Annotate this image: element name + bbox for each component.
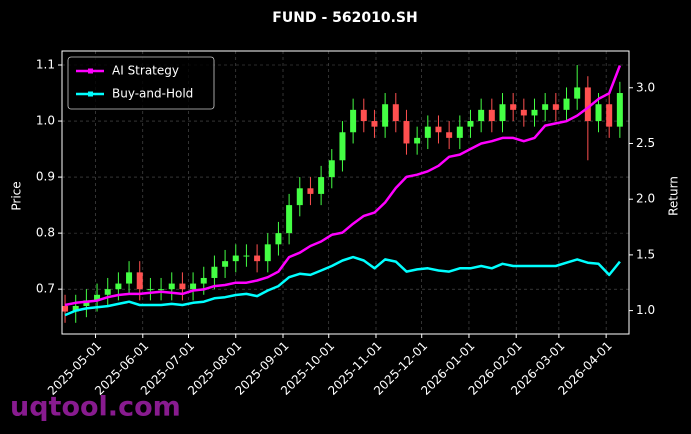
candle-body bbox=[179, 283, 186, 290]
candle-body bbox=[318, 177, 325, 194]
legend-marker bbox=[88, 91, 93, 97]
candle-body bbox=[574, 87, 581, 99]
candle-body bbox=[360, 109, 367, 122]
series-line bbox=[64, 65, 622, 307]
y-tick-label: 0.8 bbox=[36, 226, 55, 240]
y-tick-label: 1.1 bbox=[36, 58, 55, 72]
candle-body bbox=[126, 272, 133, 284]
candle-body bbox=[275, 233, 282, 245]
candle-body bbox=[382, 104, 389, 127]
candle-body bbox=[62, 305, 69, 312]
legend-box bbox=[67, 56, 215, 110]
candle-body bbox=[606, 104, 613, 127]
legend-marker bbox=[88, 68, 93, 74]
y2-tick-label: 1.0 bbox=[636, 303, 655, 317]
candle-body bbox=[563, 98, 570, 110]
candle-body bbox=[94, 294, 101, 301]
y-tick-label: 1.0 bbox=[36, 114, 55, 128]
watermark: uqtool.com bbox=[10, 392, 181, 423]
candle-body bbox=[190, 283, 197, 290]
candle-body bbox=[232, 255, 239, 262]
candle-body bbox=[403, 121, 410, 144]
candle-body bbox=[424, 126, 431, 138]
candle-body bbox=[371, 121, 378, 127]
candle-body bbox=[243, 255, 250, 257]
candle-body bbox=[307, 188, 314, 194]
candle-body bbox=[296, 188, 303, 206]
legend-label: AI Strategy bbox=[112, 64, 179, 78]
plot-frame bbox=[61, 50, 630, 335]
candle-body bbox=[520, 109, 527, 116]
candle-body bbox=[584, 87, 591, 122]
candle-body bbox=[392, 104, 399, 122]
candle-body bbox=[264, 244, 271, 262]
candle-body bbox=[72, 305, 79, 312]
y2-axis-label: Return bbox=[667, 176, 681, 216]
candle-body bbox=[595, 104, 602, 122]
candle-body bbox=[254, 255, 261, 262]
candle-body bbox=[286, 205, 293, 234]
y2-tick-label: 2.0 bbox=[636, 192, 655, 206]
candle-body bbox=[510, 104, 517, 110]
candle-body bbox=[478, 109, 485, 122]
candle-body bbox=[542, 104, 549, 110]
candle-body bbox=[168, 283, 175, 290]
y-tick-label: 0.7 bbox=[36, 282, 55, 296]
candle-body bbox=[488, 109, 495, 122]
y2-tick-label: 2.5 bbox=[636, 136, 655, 150]
candle-body bbox=[552, 104, 559, 110]
candle-body bbox=[136, 272, 143, 290]
candle-body bbox=[499, 104, 506, 122]
candle-body bbox=[435, 126, 442, 133]
candle-body bbox=[158, 289, 165, 291]
candle-body bbox=[350, 109, 357, 133]
y-axis-label: Price bbox=[10, 181, 24, 210]
candle-body bbox=[147, 289, 154, 291]
candle-body bbox=[211, 266, 218, 278]
candle-body bbox=[339, 132, 346, 161]
candle-body bbox=[414, 137, 421, 144]
chart-title: FUND - 562010.SH bbox=[272, 10, 417, 26]
candle-body bbox=[83, 300, 90, 306]
y2-tick-label: 1.5 bbox=[636, 247, 655, 261]
candle-body bbox=[531, 109, 538, 116]
candle-body bbox=[328, 160, 335, 178]
candle-body bbox=[456, 126, 463, 138]
candle-body bbox=[200, 277, 207, 284]
candle-body bbox=[467, 121, 474, 127]
y-tick-label: 0.9 bbox=[36, 170, 55, 184]
candle-body bbox=[446, 132, 453, 138]
legend-label: Buy-and-Hold bbox=[112, 87, 193, 101]
candle-body bbox=[104, 289, 111, 295]
candle-body bbox=[115, 283, 122, 290]
y2-tick-label: 3.0 bbox=[636, 80, 655, 94]
candle-body bbox=[616, 93, 623, 127]
series-line bbox=[64, 255, 621, 317]
candle-body bbox=[222, 261, 229, 267]
